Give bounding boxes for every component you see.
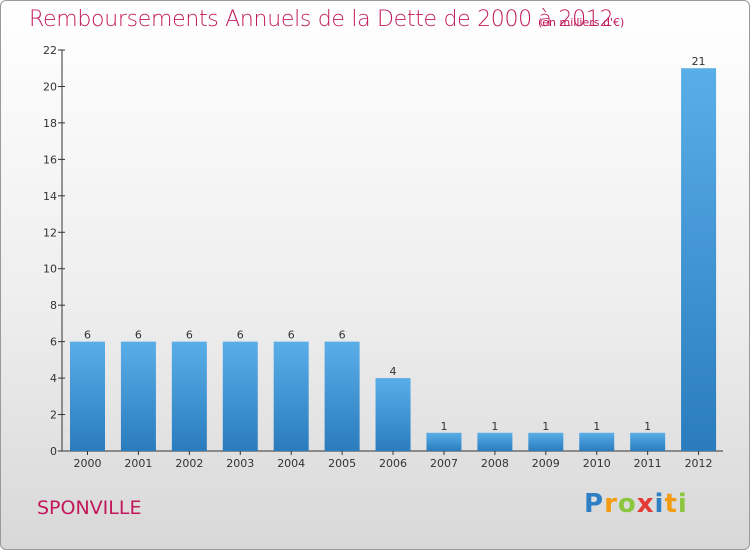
y-tick-label: 0 <box>50 445 57 458</box>
y-tick-label: 4 <box>50 372 57 385</box>
y-tick-label: 18 <box>43 117 57 130</box>
bar-value-label: 21 <box>692 55 706 68</box>
logo-letter: x <box>636 489 655 519</box>
y-tick-label: 6 <box>50 336 57 349</box>
y-tick-label: 22 <box>43 44 57 57</box>
y-tick-label: 14 <box>43 190 57 203</box>
bar-2011 <box>630 432 666 451</box>
logo-letter: t <box>664 489 678 519</box>
x-tick-label: 2003 <box>226 457 254 470</box>
chart-title: Remboursements Annuels de la Dette de 20… <box>29 7 614 32</box>
y-tick-label: 20 <box>43 80 57 93</box>
bar-value-label: 6 <box>186 329 193 342</box>
bar-value-label: 6 <box>84 329 91 342</box>
proxiti-logo: Proxiti <box>584 489 688 519</box>
y-tick-label: 12 <box>43 226 57 239</box>
bar-value-label: 1 <box>491 420 498 433</box>
bar-2000 <box>70 341 105 451</box>
x-tick-label: 2007 <box>430 457 458 470</box>
bar-2002 <box>171 341 207 451</box>
y-tick-label: 10 <box>43 263 57 276</box>
logo-letter: r <box>604 489 618 519</box>
bar-2008 <box>477 432 513 451</box>
logo-letter: i <box>677 489 688 519</box>
chart-subtitle: (en milliers d'€) <box>538 16 625 29</box>
x-tick-label: 2006 <box>379 457 407 470</box>
bar-2007 <box>426 432 462 451</box>
bar-2003 <box>222 341 258 451</box>
y-tick-label: 8 <box>50 299 57 312</box>
bar-value-label: 6 <box>237 329 244 342</box>
bar-value-label: 1 <box>440 420 447 433</box>
logo-letter: o <box>617 489 637 519</box>
bar-2012 <box>681 68 717 452</box>
x-tick-label: 2010 <box>583 457 611 470</box>
chart-bars <box>70 68 717 452</box>
chart-labels: 6 6 6 6 6 641 1 1 1 121 <box>84 55 706 433</box>
y-tick-label: 2 <box>50 409 57 422</box>
logo-letter: i <box>654 489 665 519</box>
logo-letter: P <box>584 489 605 519</box>
bar-2005 <box>324 341 360 451</box>
bar-2001 <box>120 341 156 451</box>
bar-value-label: 1 <box>593 420 600 433</box>
x-tick-label: 2008 <box>481 457 509 470</box>
x-tick-label: 2012 <box>685 457 713 470</box>
bar-value-label: 1 <box>644 420 651 433</box>
x-tick-label: 2001 <box>124 457 152 470</box>
x-tick-label: 2009 <box>532 457 560 470</box>
x-tick-label: 2011 <box>634 457 662 470</box>
bar-value-label: 6 <box>135 329 142 342</box>
bar-2006 <box>375 378 411 451</box>
commune-name: SPONVILLE <box>37 497 142 519</box>
bar-2010 <box>579 432 615 451</box>
bar-2004 <box>273 341 309 451</box>
bar-value-label: 6 <box>339 329 346 342</box>
y-tick-label: 16 <box>43 153 57 166</box>
x-tick-label: 2005 <box>328 457 356 470</box>
bar-2009 <box>528 432 564 451</box>
bar-value-label: 4 <box>390 365 397 378</box>
bar-value-label: 6 <box>288 329 295 342</box>
x-tick-label: 2000 <box>74 457 102 470</box>
x-tick-label: 2004 <box>277 457 305 470</box>
x-tick-label: 2002 <box>175 457 203 470</box>
bar-value-label: 1 <box>542 420 549 433</box>
